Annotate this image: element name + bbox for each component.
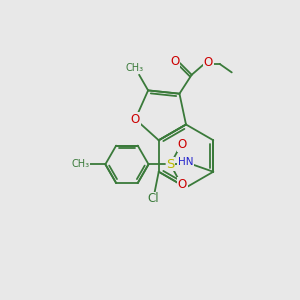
Text: O: O <box>178 178 187 190</box>
Text: O: O <box>171 55 180 68</box>
Text: S: S <box>166 158 175 171</box>
Text: HN: HN <box>178 157 193 167</box>
Text: O: O <box>131 113 140 126</box>
Text: Cl: Cl <box>147 192 159 206</box>
Text: O: O <box>178 138 187 151</box>
Text: CH₃: CH₃ <box>71 159 89 169</box>
Text: CH₃: CH₃ <box>126 62 144 73</box>
Text: O: O <box>204 56 213 69</box>
